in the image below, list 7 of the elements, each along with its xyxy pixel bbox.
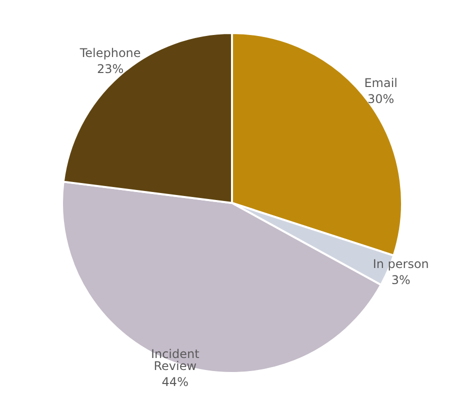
slice-label: Email: [364, 76, 398, 90]
data-label: 3%: [391, 273, 410, 288]
slice-label: In person: [372, 257, 429, 272]
data-label: 30%: [368, 92, 394, 106]
data-label: 23%: [96, 62, 124, 76]
data-label: 44%: [162, 374, 188, 389]
slice-label: Telephone: [78, 46, 141, 60]
